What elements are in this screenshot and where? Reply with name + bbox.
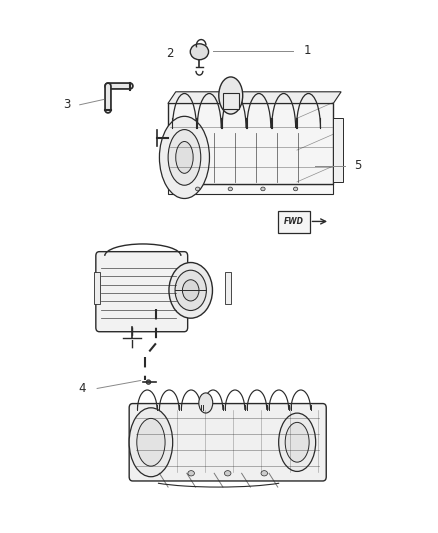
Text: 5: 5	[354, 159, 361, 172]
Text: 4: 4	[79, 382, 86, 395]
Ellipse shape	[188, 471, 194, 476]
FancyBboxPatch shape	[278, 211, 311, 233]
Ellipse shape	[190, 44, 208, 60]
Ellipse shape	[219, 77, 243, 114]
Bar	[223, 93, 239, 109]
Text: 2: 2	[166, 47, 173, 60]
FancyBboxPatch shape	[129, 403, 326, 481]
Text: 1: 1	[304, 44, 311, 57]
Ellipse shape	[195, 187, 200, 191]
Bar	[225, 272, 231, 304]
Polygon shape	[168, 184, 333, 193]
Polygon shape	[333, 118, 343, 182]
Ellipse shape	[279, 413, 316, 471]
Ellipse shape	[285, 422, 309, 462]
Polygon shape	[168, 103, 333, 184]
Ellipse shape	[293, 187, 298, 191]
FancyBboxPatch shape	[96, 252, 187, 332]
Text: FWD: FWD	[284, 217, 304, 226]
Bar	[94, 272, 100, 304]
Ellipse shape	[137, 418, 165, 466]
Ellipse shape	[224, 471, 231, 476]
Ellipse shape	[176, 141, 193, 173]
Ellipse shape	[129, 408, 173, 477]
Ellipse shape	[261, 187, 265, 191]
Ellipse shape	[199, 393, 213, 413]
Ellipse shape	[169, 263, 212, 318]
Ellipse shape	[261, 471, 268, 476]
Polygon shape	[168, 92, 341, 103]
Ellipse shape	[146, 380, 151, 384]
Text: 3: 3	[64, 98, 71, 111]
Ellipse shape	[159, 116, 209, 198]
Ellipse shape	[228, 187, 233, 191]
Ellipse shape	[183, 280, 199, 301]
Ellipse shape	[175, 270, 206, 311]
Ellipse shape	[168, 130, 201, 185]
